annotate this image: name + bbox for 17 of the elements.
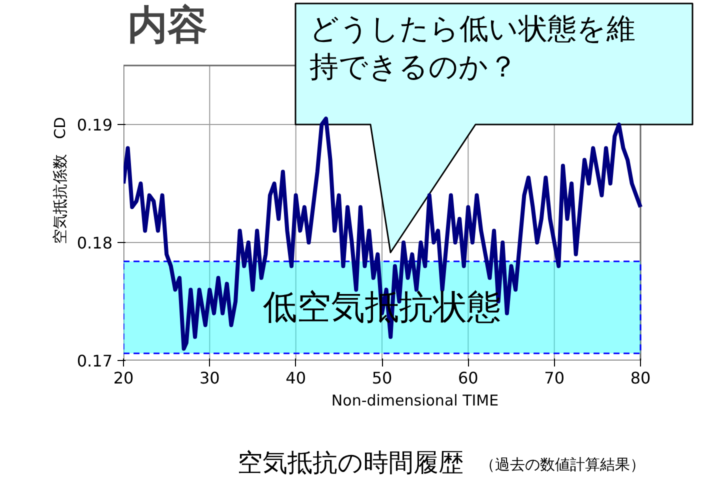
x-axis-title: Non-dimensional TIME [331, 392, 499, 410]
x-tick-label: 50 [372, 368, 392, 388]
line-series [124, 116, 642, 351]
y-tick-label: 0.18 [76, 234, 112, 252]
y-tick-label: 0.17 [76, 352, 112, 370]
x-tick-label: 80 [630, 368, 651, 388]
y-axis-title: 空気抵抗係数 CD [50, 116, 69, 244]
text: 空気抵抗の時間履歴 [238, 448, 464, 477]
x-tick-label: 20 [113, 368, 134, 388]
text: （過去の数値計算結果） [480, 456, 646, 474]
y-tick-label: 0.19 [76, 116, 112, 134]
chart-title: 内容 [128, 2, 208, 48]
x-tick-label: 70 [544, 368, 565, 388]
annotation: どうしたら低い状態を維持できるのか？ [310, 12, 636, 84]
x-tick-label: 40 [286, 368, 306, 388]
x-tick-label: 30 [199, 368, 220, 388]
x-tick-label: 60 [458, 368, 478, 388]
